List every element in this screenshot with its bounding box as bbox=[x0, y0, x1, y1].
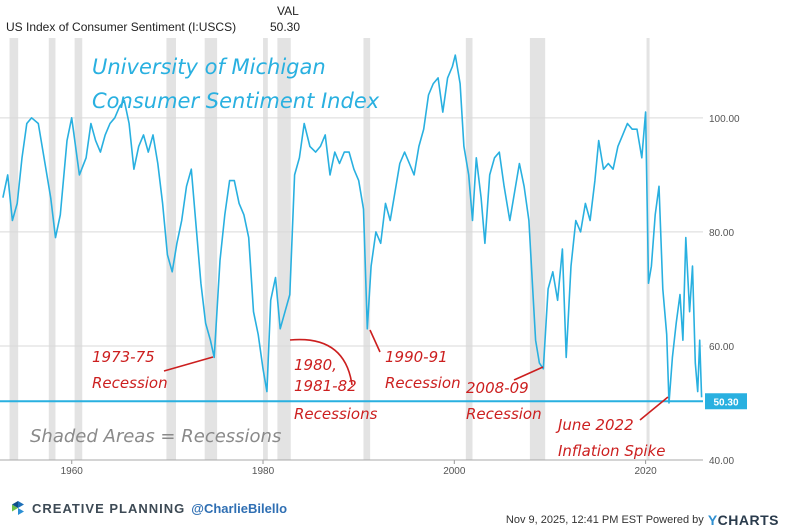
val-column-label: VAL bbox=[277, 4, 299, 18]
x-tick-label: 1980 bbox=[252, 466, 275, 477]
annotation-text: 1981-82 bbox=[294, 377, 357, 395]
y-tick-label: 80.00 bbox=[709, 228, 734, 239]
creative-planning-logo-icon bbox=[10, 500, 26, 516]
text-labels: 40.00 60.00 80.00 100.00 1960 1980 2000 2020 50.… bbox=[30, 55, 740, 477]
chart-title-line: University of Michigan bbox=[92, 55, 326, 79]
annotation-leader bbox=[289, 338, 353, 386]
footer-credit: Nov 9, 2025, 12:41 PM EST Powered by YCH… bbox=[506, 512, 779, 528]
y-tick-label: 100.00 bbox=[709, 114, 740, 125]
x-tick-label: 2000 bbox=[443, 466, 466, 477]
annotation-leaders bbox=[163, 329, 669, 421]
annotation-text: 1990-91 bbox=[385, 348, 448, 366]
twitter-handle[interactable]: @CharlieBilello bbox=[191, 500, 288, 516]
recession-band bbox=[48, 38, 56, 460]
recession-band bbox=[9, 38, 19, 460]
annotation-leader bbox=[163, 356, 214, 372]
annotation-text: Inflation Spike bbox=[558, 442, 665, 460]
annotation-text: 1973-75 bbox=[92, 348, 155, 366]
annotation-text: Recessions bbox=[294, 405, 378, 423]
ycharts-logo[interactable]: YCHARTS bbox=[708, 512, 779, 528]
annotation-text: June 2022 bbox=[555, 416, 634, 434]
recession-band bbox=[166, 38, 176, 460]
recession-band bbox=[263, 38, 268, 460]
x-tick-label: 1960 bbox=[61, 466, 84, 477]
current-value-badge bbox=[705, 393, 747, 410]
footer-brand: CREATIVE PLANNING @CharlieBilello bbox=[10, 500, 287, 516]
brand-name: CREATIVE PLANNING bbox=[32, 500, 186, 516]
sentiment-series-line bbox=[2, 54, 703, 404]
series-label: US Index of Consumer Sentiment (I:USCS) bbox=[6, 20, 237, 34]
annotation-text: 1980, bbox=[294, 356, 337, 374]
annotation-text: Recession bbox=[385, 374, 461, 392]
series-lines bbox=[0, 54, 747, 410]
annotation-text: 2008-09 bbox=[466, 379, 529, 397]
shaded-areas-note: Shaded Areas = Recessions bbox=[30, 426, 281, 447]
recession-band bbox=[363, 38, 371, 460]
recession-band bbox=[277, 38, 291, 460]
annotation-leader bbox=[513, 366, 544, 381]
x-tick-label: 2020 bbox=[634, 466, 657, 477]
recession-band bbox=[74, 38, 83, 460]
y-tick-label: 40.00 bbox=[709, 456, 734, 467]
recession-band bbox=[465, 38, 473, 460]
current-value-header: 50.30 bbox=[270, 20, 301, 34]
gridlines bbox=[0, 117, 703, 464]
annotation-text: Recession bbox=[466, 405, 542, 423]
ycharts-rest: CHARTS bbox=[717, 512, 779, 528]
annotation-text: Recession bbox=[92, 374, 168, 392]
chart-title-line: Consumer Sentiment Index bbox=[92, 89, 380, 113]
recession-bands bbox=[9, 38, 650, 460]
ycharts-y: Y bbox=[707, 512, 718, 528]
recession-band bbox=[529, 38, 546, 460]
timestamp: Nov 9, 2025, 12:41 PM EST Powered by bbox=[505, 514, 704, 526]
annotation-leader bbox=[639, 396, 669, 421]
annotation-leader bbox=[369, 329, 381, 353]
current-value-label: 50.30 bbox=[713, 397, 738, 408]
y-tick-label: 60.00 bbox=[709, 342, 734, 353]
